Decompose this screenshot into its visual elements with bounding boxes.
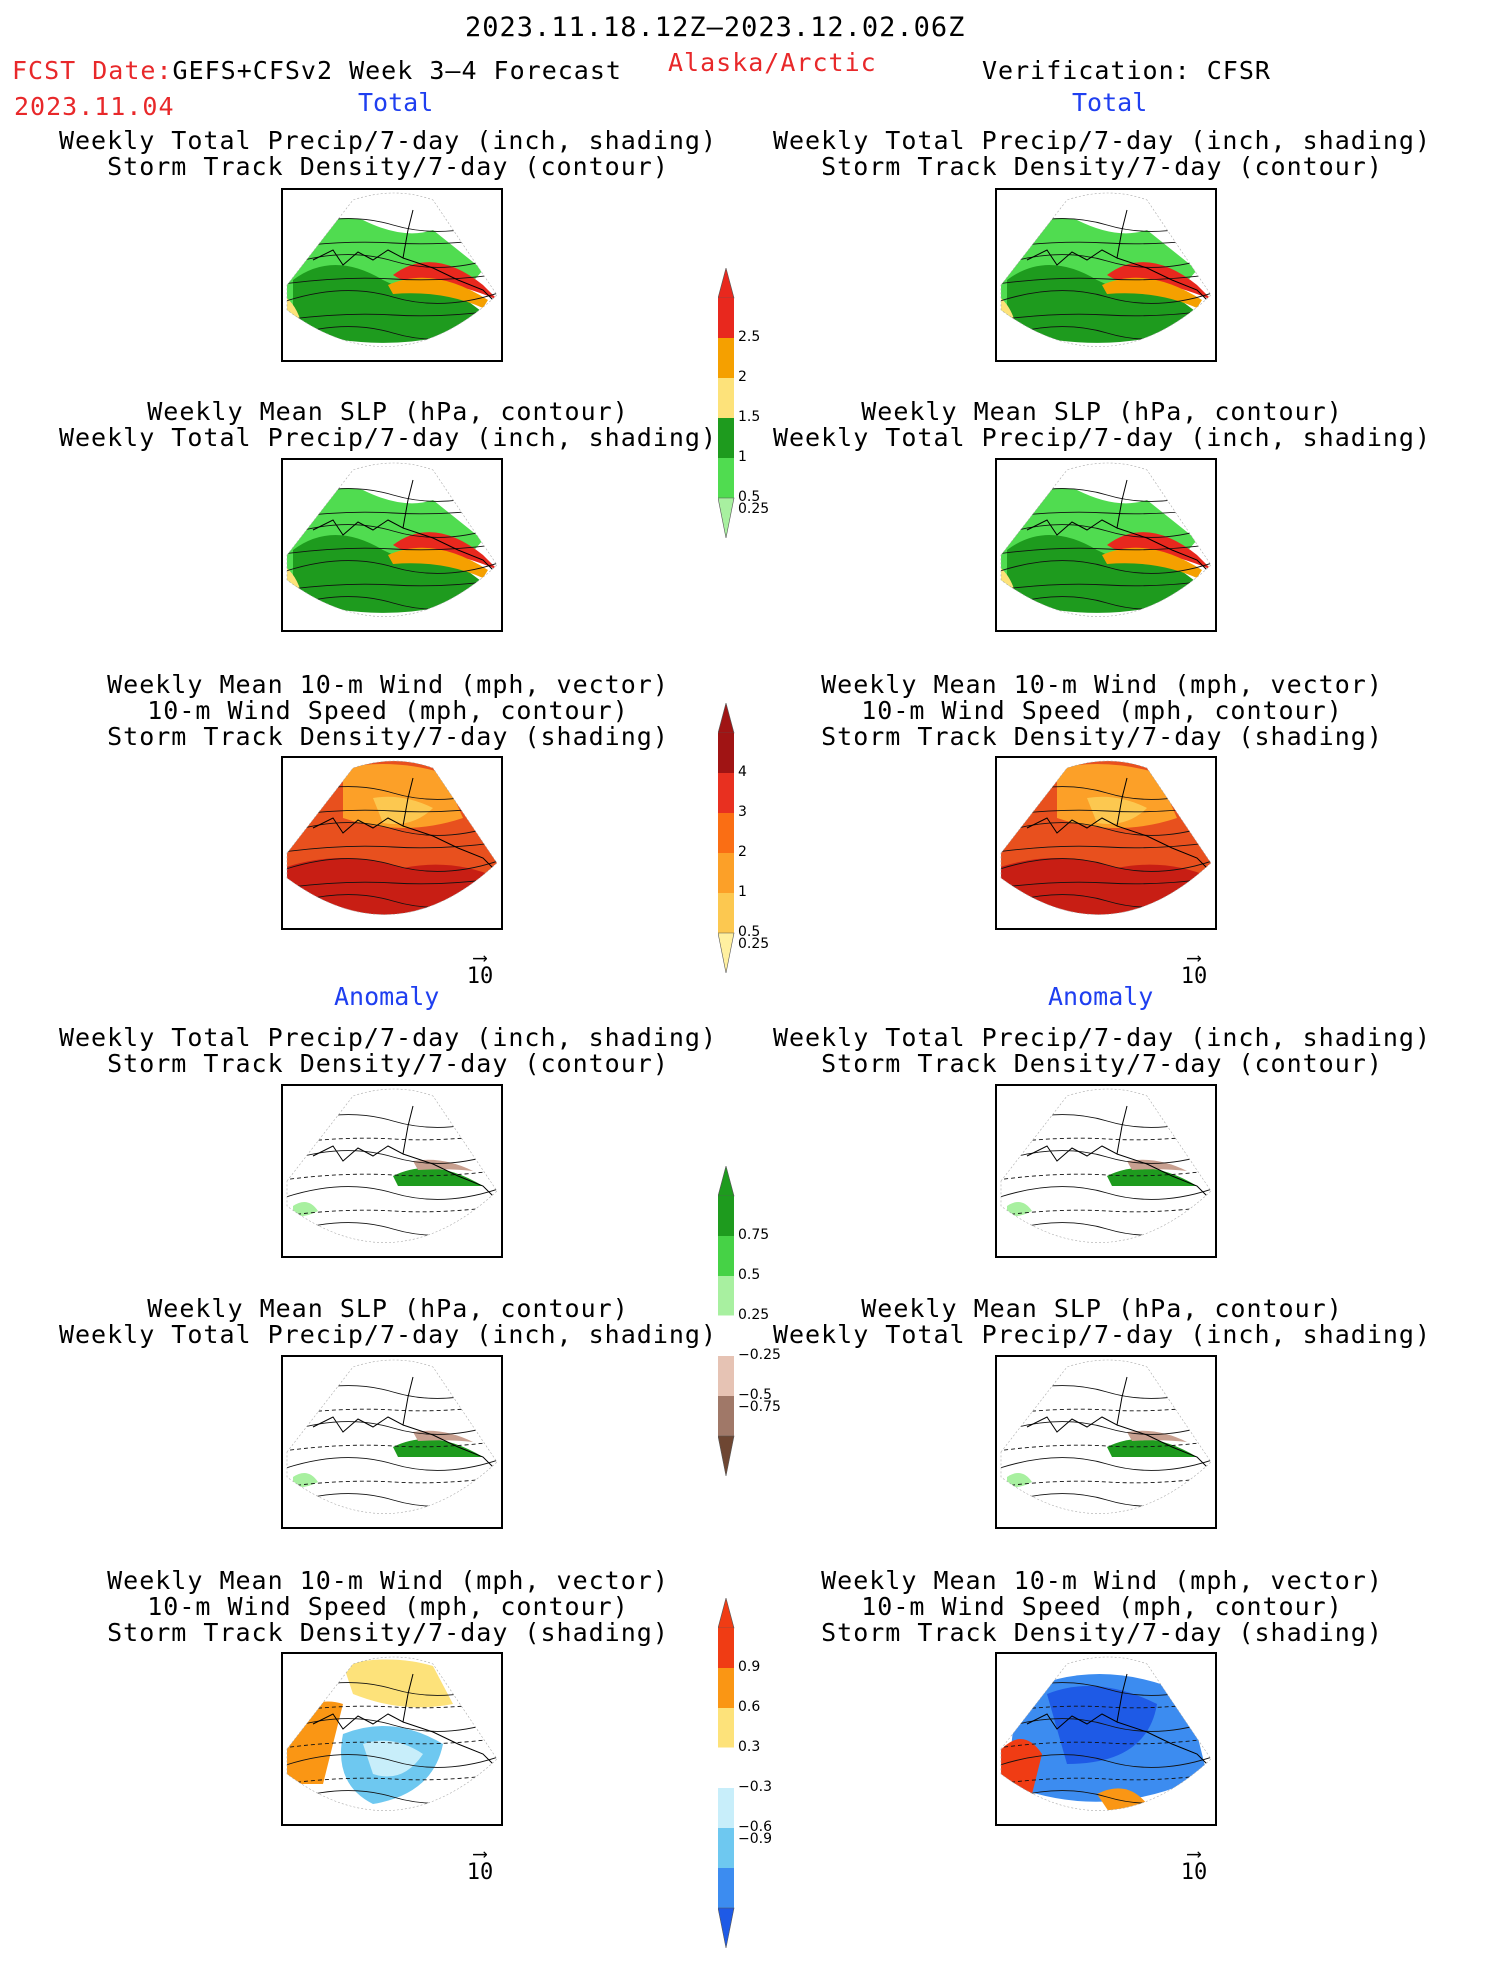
colorbar-tick-label: 2 xyxy=(738,369,747,385)
title-precip-storm-total-obs: Weekly Total Precip/7-day (inch, shading… xyxy=(772,126,1432,181)
map-plot xyxy=(286,760,498,915)
map-slp-precip-anom-obs xyxy=(995,1355,1217,1529)
title-precip-storm-anom-obs: Weekly Total Precip/7-day (inch, shading… xyxy=(772,1023,1432,1078)
map-plot xyxy=(1000,462,1212,617)
colorbar-tick-label: −0.9 xyxy=(738,1831,772,1847)
section-total-left: Total xyxy=(358,88,434,117)
title-wind-storm-anom-obs: Weekly Mean 10-m Wind (mph, vector) 10-m… xyxy=(821,1566,1383,1647)
colorbar-tick-label: 1 xyxy=(738,449,747,465)
map-precip-storm-anom-obs xyxy=(995,1084,1217,1258)
colorbar-precip-total: 2.5 2 1.5 1 0.5 0.25 xyxy=(717,266,808,552)
colorbar-tick-label: 0.5 xyxy=(738,1267,761,1283)
colorbar-tick-label: −0.6 xyxy=(738,1819,772,1835)
colorbar-tick-label: −0.5 xyxy=(738,1387,772,1403)
colorbar-tick-label: −0.3 xyxy=(738,1779,772,1795)
title-wind-storm-anom-fcst: Weekly Mean 10-m Wind (mph, vector) 10-m… xyxy=(107,1566,669,1647)
forecast-label: GEFS+CFSv2 Week 3–4 Forecast xyxy=(172,56,622,85)
colorbar-tick-label: 0.5 xyxy=(738,489,761,505)
title-slp-precip-anom-obs: Weekly Mean SLP (hPa, contour) Weekly To… xyxy=(772,1294,1432,1349)
colorbar-tick-label: 1 xyxy=(738,884,747,900)
colorbar-tick-label: −0.25 xyxy=(738,1347,781,1363)
forecast-header: FCST Date:GEFS+CFSv2 Week 3–4 Forecast xyxy=(12,56,622,85)
colorbar-tick-label: 0.25 xyxy=(738,1307,770,1323)
colorbar-swatches xyxy=(717,266,735,539)
map-plot xyxy=(286,462,498,617)
title-slp-precip-total-fcst: Weekly Mean SLP (hPa, contour) Weekly To… xyxy=(58,397,718,452)
map-plot xyxy=(1000,1359,1212,1514)
section-anomaly-left: Anomaly xyxy=(334,982,440,1011)
colorbar-tick-label: 0.25 xyxy=(738,936,770,952)
title-precip-storm-total-fcst: Weekly Total Precip/7-day (inch, shading… xyxy=(58,126,718,181)
colorbar-tick-label: 2.5 xyxy=(738,329,761,345)
colorbar-swatches xyxy=(717,1596,735,1949)
colorbar-tick-label: 0.75 xyxy=(738,1227,770,1243)
fcst-date: 2023.11.04 xyxy=(14,92,175,121)
colorbar-storm-anom: 0.9 0.6 0.3 −0.3 −0.6 −0.9 xyxy=(717,1596,808,1962)
colorbar-tick-label: −0.75 xyxy=(738,1399,781,1415)
colorbar-tick-label: 3 xyxy=(738,804,747,820)
title-slp-precip-total-obs: Weekly Mean SLP (hPa, contour) Weekly To… xyxy=(772,397,1432,452)
vector-ref-total-fcst: ⟶ 10 xyxy=(455,945,505,989)
map-plot xyxy=(1000,1656,1212,1811)
map-slp-precip-anom-fcst xyxy=(281,1355,503,1529)
arrow-right-icon: ⟶ xyxy=(473,945,487,969)
colorbar-precip-anom: 0.75 0.5 0.25 −0.25 −0.5 −0.75 xyxy=(717,1164,808,1490)
colorbar-tick-label: 0.5 xyxy=(738,924,761,940)
vector-ref-anom-obs: ⟶ 10 xyxy=(1169,1841,1219,1885)
map-plot xyxy=(286,1088,498,1243)
colorbar-tick-label: 0.3 xyxy=(738,1739,761,1755)
title-wind-storm-total-fcst: Weekly Mean 10-m Wind (mph, vector) 10-m… xyxy=(107,670,669,751)
map-plot xyxy=(1000,192,1212,347)
vector-ref-anom-fcst: ⟶ 10 xyxy=(455,1841,505,1885)
fcst-date-prefix: FCST Date: xyxy=(12,56,173,85)
colorbar-tick-label: 0.9 xyxy=(738,1659,761,1675)
section-anomaly-right: Anomaly xyxy=(1048,982,1154,1011)
map-precip-storm-anom-fcst xyxy=(281,1084,503,1258)
colorbar-swatches xyxy=(717,701,735,974)
section-total-right: Total xyxy=(1072,88,1148,117)
colorbar-storm-total: 4 3 2 1 0.5 0.25 xyxy=(717,701,808,987)
colorbar-tick-label: 1.5 xyxy=(738,409,761,425)
arrow-right-icon: ⟶ xyxy=(473,1841,487,1865)
title-wind-storm-total-obs: Weekly Mean 10-m Wind (mph, vector) 10-m… xyxy=(821,670,1383,751)
region-label: Alaska/Arctic xyxy=(668,48,877,77)
colorbar-tick-label: 2 xyxy=(738,844,747,860)
map-plot xyxy=(1000,760,1212,915)
map-precip-storm-total-obs xyxy=(995,188,1217,362)
arrow-right-icon: ⟶ xyxy=(1187,1841,1201,1865)
map-wind-storm-total-fcst xyxy=(281,756,503,930)
map-plot xyxy=(286,192,498,347)
colorbar-tick-label: 4 xyxy=(738,764,747,780)
map-slp-precip-total-fcst xyxy=(281,458,503,632)
colorbar-tick-label: 0.6 xyxy=(738,1699,761,1715)
verification-label: Verification: CFSR xyxy=(982,56,1271,85)
date-range: 2023.11.18.12Z–2023.12.02.06Z xyxy=(465,12,966,43)
arrow-right-icon: ⟶ xyxy=(1187,945,1201,969)
title-precip-storm-anom-fcst: Weekly Total Precip/7-day (inch, shading… xyxy=(58,1023,718,1078)
map-slp-precip-total-obs xyxy=(995,458,1217,632)
map-plot xyxy=(286,1359,498,1514)
map-wind-storm-anom-obs xyxy=(995,1652,1217,1826)
colorbar-tick-label: 0.25 xyxy=(738,501,770,517)
map-plot xyxy=(286,1656,498,1811)
map-wind-storm-anom-fcst xyxy=(281,1652,503,1826)
map-precip-storm-total-fcst xyxy=(281,188,503,362)
map-wind-storm-total-obs xyxy=(995,756,1217,930)
title-slp-precip-anom-fcst: Weekly Mean SLP (hPa, contour) Weekly To… xyxy=(58,1294,718,1349)
colorbar-swatches xyxy=(717,1164,735,1477)
map-plot xyxy=(1000,1088,1212,1243)
vector-ref-total-obs: ⟶ 10 xyxy=(1169,945,1219,989)
